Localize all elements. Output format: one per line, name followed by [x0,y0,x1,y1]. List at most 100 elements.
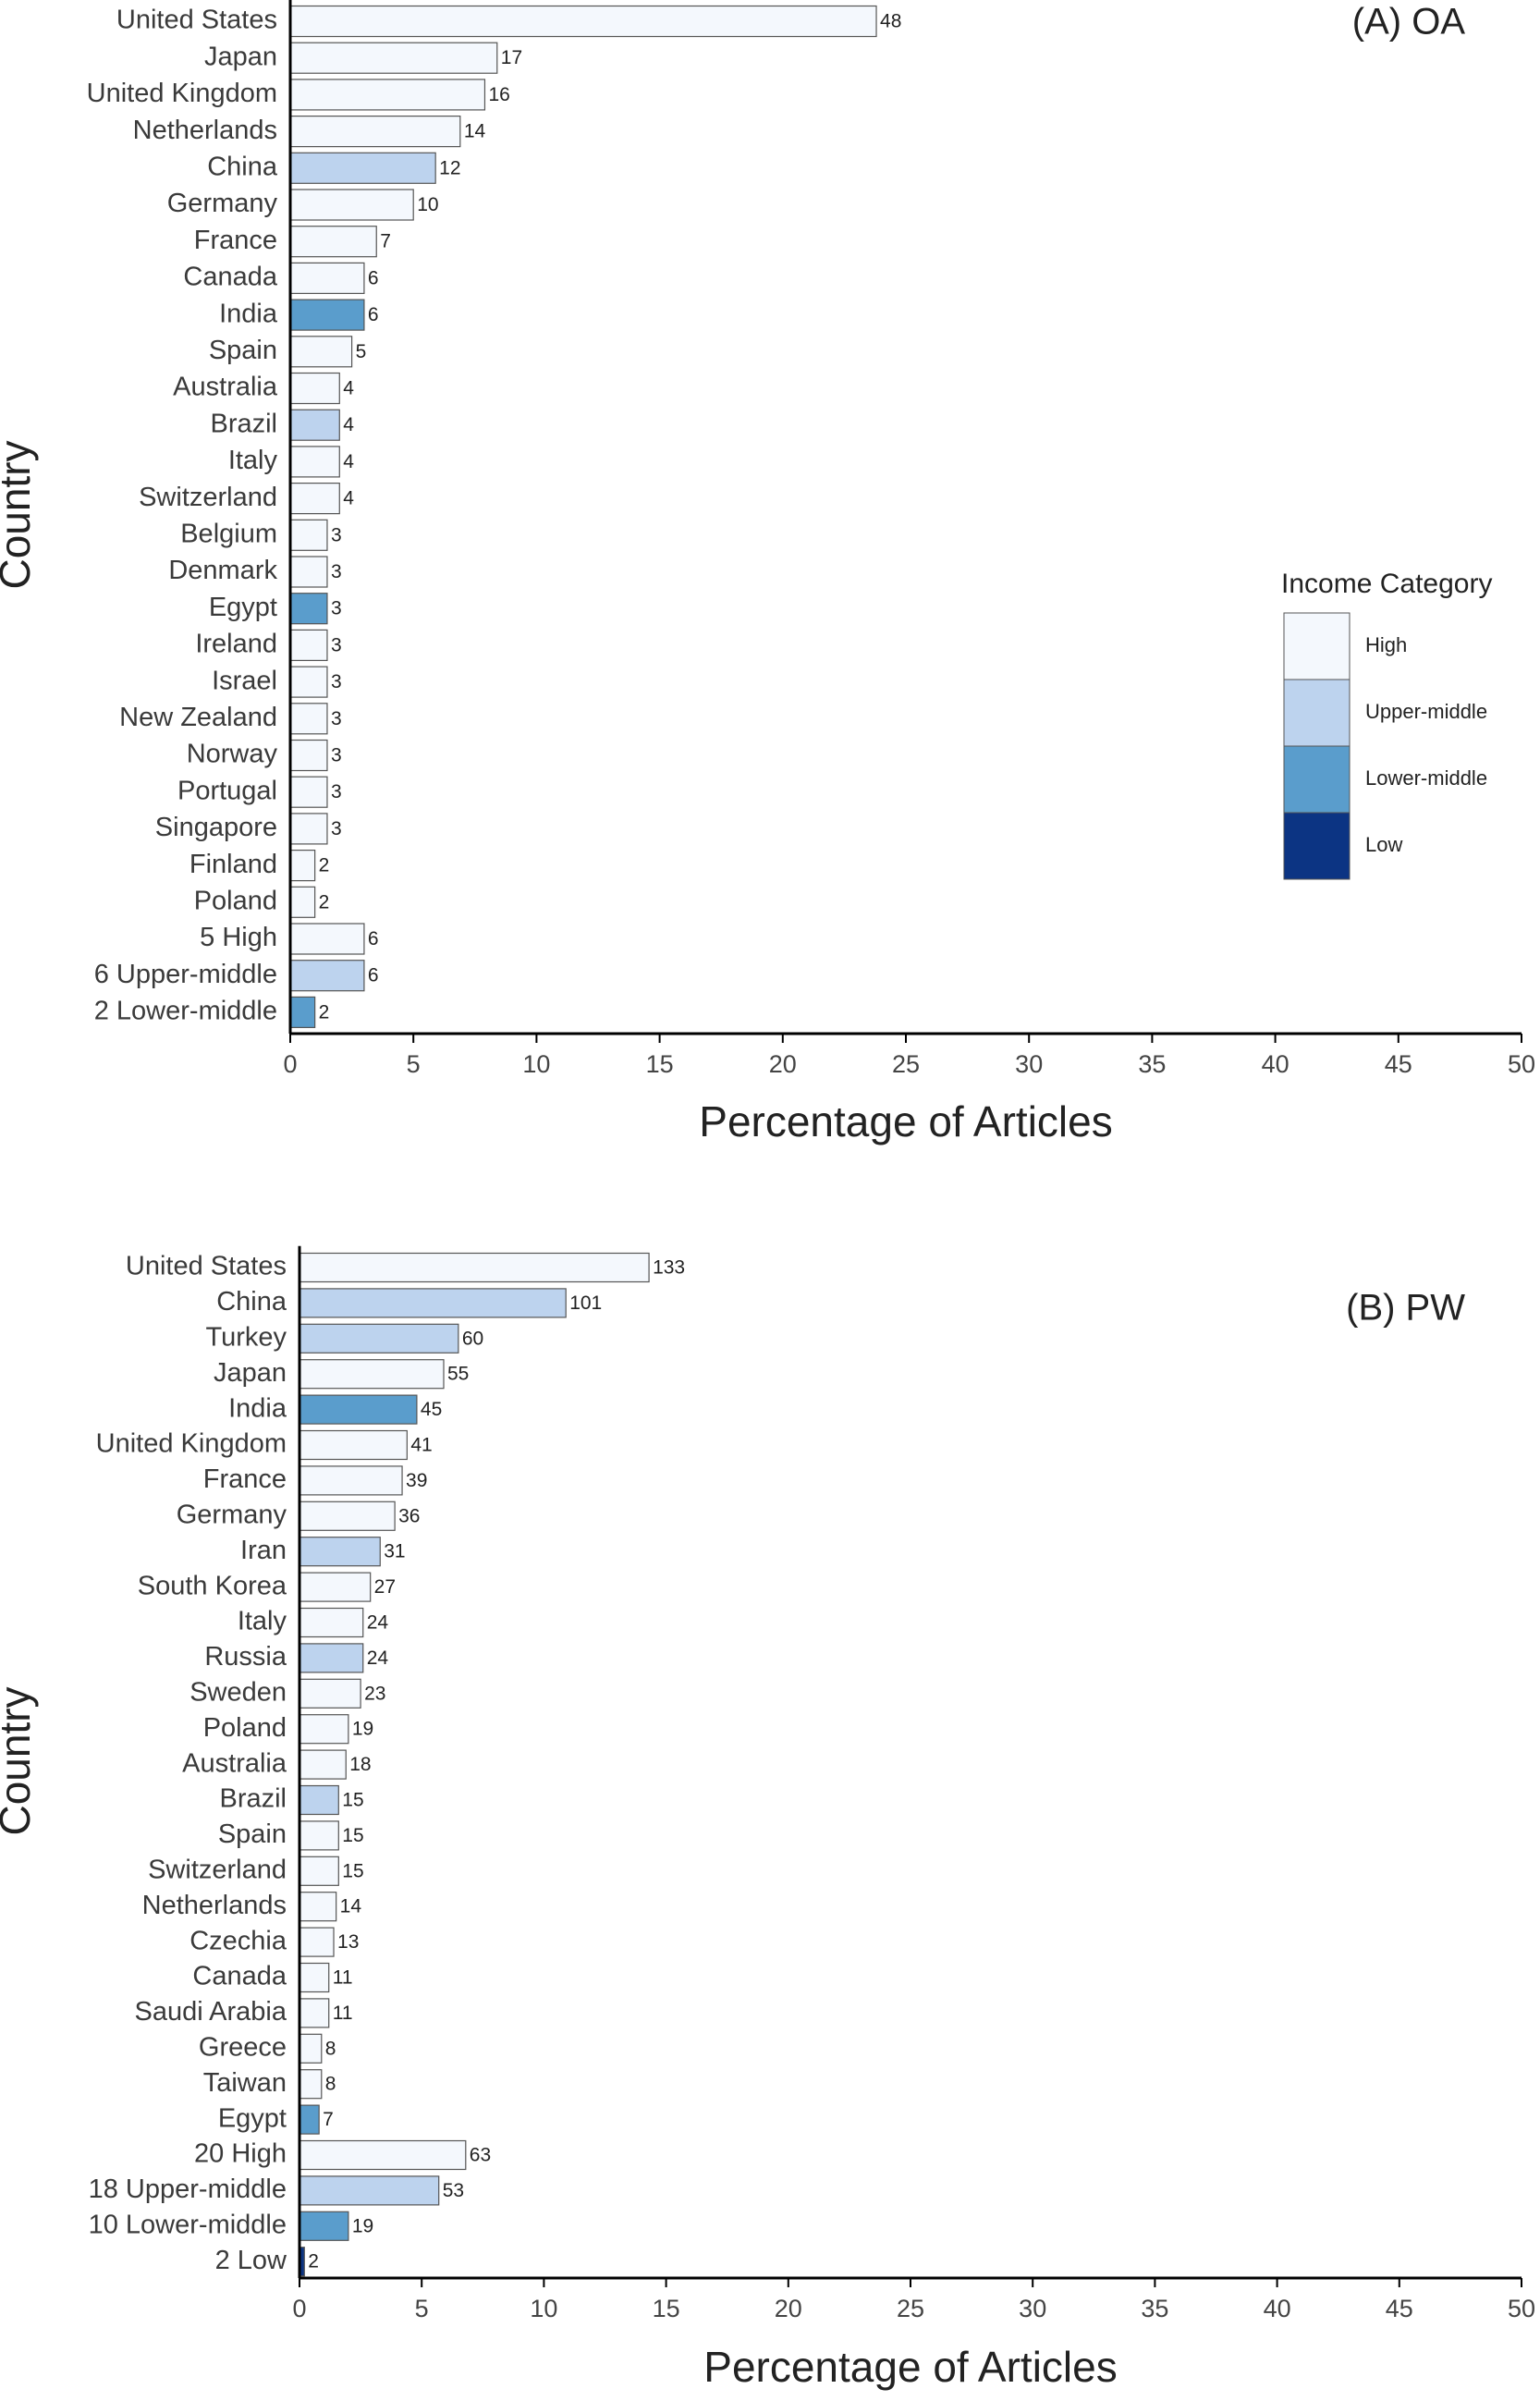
data-label: 15 [342,1860,363,1881]
legend-label: Upper-middle [1365,700,1487,723]
y-tick-label: Australia [182,1748,287,1778]
data-label: 3 [331,818,342,839]
y-tick-label: United States [126,1252,287,1281]
y-tick-label: Saudi Arabia [135,1997,287,2027]
bar [289,556,328,588]
data-label: 3 [331,745,342,766]
y-tick-label: Poland [203,1713,287,1743]
bar [299,1856,339,1886]
data-label: 3 [331,598,342,619]
y-tick-label: United Kingdom [96,1429,287,1459]
bar [299,1643,364,1673]
data-label: 10 [417,194,438,215]
y-tick-label: China [216,1287,287,1317]
bar [299,1323,459,1354]
bar [289,262,365,294]
data-label: 19 [352,2215,373,2236]
y-tick-label: Russia [204,1642,287,1672]
data-label: 4 [343,414,354,435]
y-tick-label: United Kingdom [87,79,277,108]
data-label: 6 [368,965,379,986]
x-tick-label: 35 [1141,2295,1168,2322]
x-tick-label: 40 [1262,1050,1289,1078]
data-label: 31 [384,1541,405,1562]
y-tick-label: Turkey [205,1322,287,1352]
data-label: 16 [488,84,509,105]
data-label: 2 [308,2251,319,2272]
data-label: 5 [356,341,367,362]
y-tick-label: Netherlands [142,1891,287,1920]
bar [299,1749,347,1780]
bar [289,336,353,368]
data-label: 6 [368,267,379,288]
data-label: 3 [331,671,342,692]
data-label: 6 [368,304,379,325]
data-label: 14 [464,121,486,142]
data-label: 3 [331,708,342,729]
y-tick-label: Italy [228,446,278,475]
x-tick-label: 20 [775,2295,802,2322]
bar [299,1714,349,1745]
y-tick-label: 2 Low [215,2246,287,2275]
y-tick-label: Greece [199,2032,287,2062]
legend-title: Income Category [1281,569,1492,599]
bar [299,1359,445,1390]
bar [299,2139,467,2171]
x-tick-label: 25 [892,1050,920,1078]
x-tick-label: 10 [522,1050,550,1078]
bar [289,299,365,331]
bar [289,886,316,918]
bar [289,79,486,111]
x-tick-label: 30 [1015,1050,1043,1078]
x-tick-label: 15 [653,2295,680,2322]
legend-label: Low [1365,833,1402,856]
data-label: 2 [319,855,330,876]
data-label: 101 [569,1292,602,1314]
data-label: 4 [343,378,354,399]
bar [289,189,414,221]
x-tick-label: 5 [407,1050,421,1078]
data-label: 12 [439,157,460,178]
y-tick-label: Brazil [219,1784,287,1814]
bar [289,849,316,882]
data-label: 4 [343,451,354,472]
bar [289,5,877,38]
data-label: 8 [325,2074,336,2095]
x-tick-label: 40 [1264,2295,1291,2322]
y-tick-label: Canada [192,1962,287,1991]
y-tick-label: India [219,299,278,328]
y-tick-label: France [203,1464,287,1494]
y-tick-label: New Zealand [119,703,277,732]
data-label: 2 [319,891,330,913]
y-tick-label: Switzerland [139,483,277,512]
bar [299,1501,396,1531]
y-tick-label: Germany [177,1500,287,1529]
x-tick-label: 5 [415,2295,429,2322]
y-tick-label: 6 Upper-middle [94,960,277,989]
data-label: 17 [501,47,522,68]
bar [299,2104,320,2135]
y-tick-label: Spain [218,1819,287,1849]
bar [299,1678,361,1709]
bar [299,1607,364,1638]
x-tick-label: 15 [646,1050,674,1078]
x-tick-label: 0 [283,1050,297,1078]
bar [299,1998,330,2028]
y-tick-label: Singapore [155,813,277,842]
data-label: 11 [333,2003,353,2024]
bar [299,2069,323,2100]
y-tick-label: Czechia [189,1926,287,1955]
data-label: 63 [470,2145,491,2166]
data-label: 3 [331,781,342,802]
x-tick-label: 10 [530,2295,557,2322]
y-tick-label: Finland [189,850,277,879]
y-tick-label: 20 High [194,2139,287,2169]
bar [289,813,328,845]
y-tick-label: France [194,226,277,255]
y-tick-label: Spain [209,336,277,365]
x-tick-label: 50 [1508,2295,1535,2322]
y-tick-label: China [207,152,278,181]
data-label: 41 [410,1435,432,1456]
data-label: 133 [653,1257,685,1279]
